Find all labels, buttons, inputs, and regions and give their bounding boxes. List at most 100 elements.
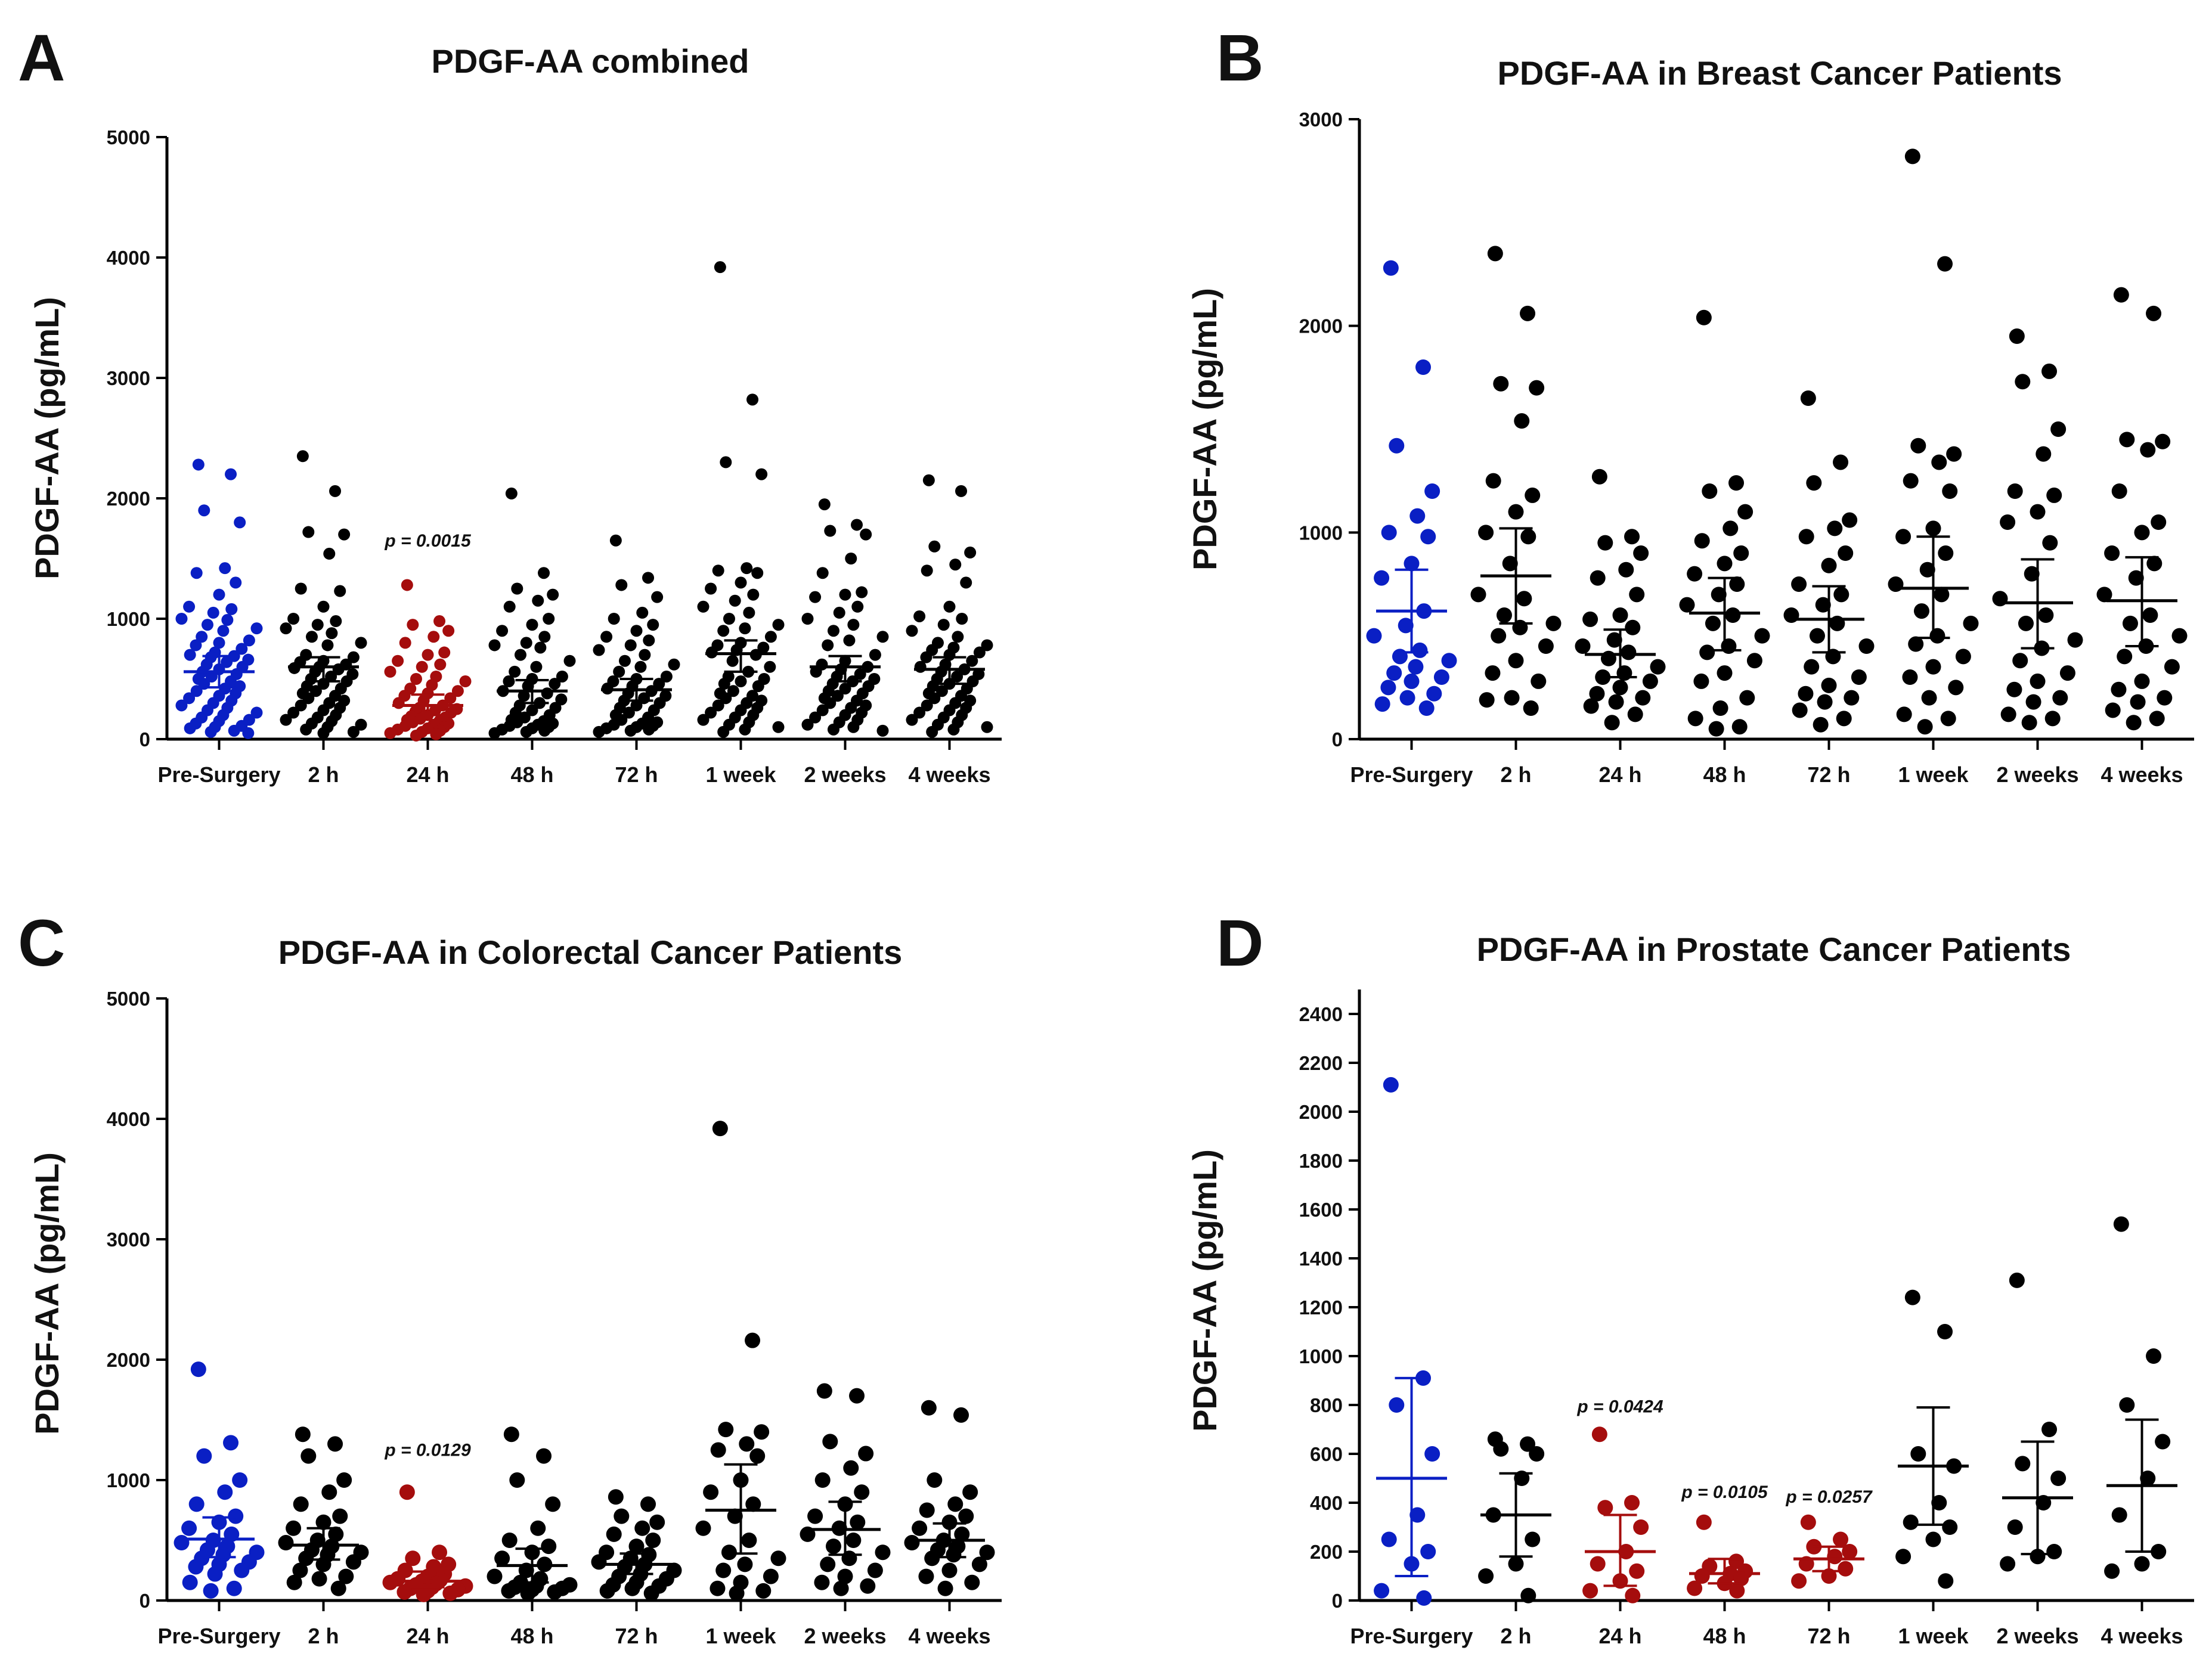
y-tick-label: 1000 [1299,522,1343,544]
data-point [1833,1531,1849,1547]
data-point [705,582,717,595]
x-tick-label: 48 h [510,1624,553,1648]
data-point [2050,1471,2067,1486]
data-point [434,658,447,671]
data-point [503,675,515,688]
data-point [640,1496,656,1512]
data-point [1917,719,1933,735]
data-point [735,675,747,688]
mean-error-bar [1898,1406,1969,1526]
data-point [287,706,300,719]
data-point [1827,520,1843,536]
data-point [851,600,864,613]
data-point [1938,1573,1954,1589]
data-point [526,619,538,631]
data-point [1792,702,1808,718]
data-point [827,625,839,637]
data-point [770,1550,786,1567]
data-point [822,639,834,652]
data-point [217,1484,233,1500]
data-point [979,1544,995,1561]
data-point [392,655,404,667]
data-point [833,1580,849,1596]
data-point [1931,1495,1947,1510]
data-point [1712,700,1728,716]
data-point [1937,256,1953,272]
data-point [743,606,755,619]
data-point [196,1448,212,1464]
data-point [1404,556,1420,572]
data-point [1800,1514,1816,1530]
chart-title-b: PDGF-AA in Breast Cancer Patients [1497,54,2062,92]
data-point [2044,711,2061,727]
data-point [1504,690,1520,706]
y-tick-label: 0 [140,728,150,750]
data-point [1409,508,1426,524]
data-point [869,649,881,661]
data-point [1582,611,1598,627]
data-point [1508,504,1524,520]
data-point [1624,529,1640,545]
data-point [735,576,747,589]
data-point [921,1400,937,1416]
data-point [608,1489,624,1505]
data-point [2151,514,2167,530]
data-point [1508,1556,1524,1572]
data-point [1625,1587,1641,1603]
data-point [327,1436,343,1452]
x-tick-label: 1 week [1898,762,1969,787]
x-tick-label: Pre-Surgery [1350,1624,1473,1648]
data-point [928,692,941,705]
data-point [295,699,307,712]
data-point [1948,680,1964,696]
mean-error-bar [1585,628,1656,678]
y-tick-label: 0 [1332,728,1343,750]
data-point [720,692,732,705]
mean-error-bar [1689,576,1760,652]
y-tick-label: 0 [1332,1590,1343,1612]
data-point [741,562,753,575]
data-point [1529,380,1545,396]
data-point [697,714,710,726]
x-tick-label: 24 h [406,762,449,787]
data-point [198,504,210,517]
panel-d: D PDGF-AA in Prostate Cancer Patients PD… [1186,907,2194,1648]
data-point [1903,473,1919,489]
data-point [1485,665,1501,681]
data-point [718,678,730,690]
data-point [809,711,822,724]
data-point [2012,653,2028,669]
panel-letter-c: C [18,907,65,980]
data-point [1925,1531,1941,1547]
data-point [1825,649,1841,665]
data-point [1424,1446,1440,1462]
data-point [1937,1324,1953,1339]
data-point [820,1556,836,1572]
data-point [487,1568,503,1584]
y-tick-label: 3000 [107,1229,150,1251]
data-point [2007,483,2023,499]
data-point [2126,715,2142,731]
data-point [837,1568,853,1584]
data-point [302,692,315,705]
data-point [2030,504,2046,520]
data-point [1629,1563,1645,1579]
data-point [317,600,330,613]
data-point [1746,653,1762,669]
panel-b: B PDGF-AA in Breast Cancer Patients PDGF… [1186,21,2194,787]
y-tick-label: 1800 [1299,1150,1343,1172]
data-point [764,660,776,673]
data-point [816,567,829,579]
y-tick-label: 800 [1310,1394,1343,1416]
data-point [739,622,751,635]
data-point [937,1580,953,1596]
data-point [1520,1436,1536,1452]
data-point [1838,545,1854,561]
data-point [1412,642,1428,658]
data-point [1612,607,1628,623]
data-point [913,610,926,622]
data-point [1908,636,1924,652]
data-point [1791,576,1807,592]
y-tick-label: 400 [1310,1492,1343,1514]
data-point [416,660,428,673]
